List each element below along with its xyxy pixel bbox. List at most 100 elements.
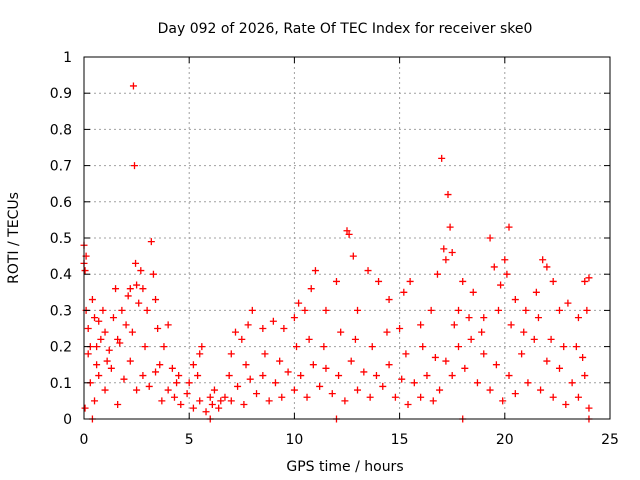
data-point [269,317,277,325]
data-point [149,270,157,278]
data-point [105,346,113,354]
x-tick-label: 25 [601,432,619,448]
data-point [543,263,551,271]
data-point [490,263,498,271]
data-point [385,361,393,369]
data-point [469,288,477,296]
data-point [301,306,309,314]
data-point [524,379,532,387]
data-point [227,397,235,405]
data-point [225,372,233,380]
data-point [391,393,399,401]
data-point [583,306,591,314]
data-point [522,306,530,314]
data-point [368,343,376,351]
x-axis-label: GPS time / hours [286,459,403,475]
data-point [520,328,528,336]
data-point [303,393,311,401]
y-axis-label: ROTI / TECUs [6,192,22,284]
data-point [436,386,444,394]
data-point [116,339,124,347]
data-point [305,335,313,343]
data-point [518,350,526,358]
data-point [539,256,547,264]
data-point [316,382,324,390]
data-point [141,343,149,351]
axis-ticks: 0 5 10 15 20 25 0 0.1 0.2 0.3 0.4 0.5 0.6 0.7 0.8 0.9 1 [50,50,619,448]
data-point [95,372,103,380]
data-point [130,162,138,170]
data-point [112,285,120,293]
data-point [505,223,513,231]
data-point [133,386,141,394]
data-point [265,397,273,405]
data-point [532,288,540,296]
data-point [139,372,147,380]
data-point [328,390,336,398]
data-point [438,154,446,162]
data-point [156,361,164,369]
data-point [549,277,557,285]
data-point [556,306,564,314]
data-point [406,277,414,285]
data-point [129,82,137,90]
data-markers [80,82,593,423]
x-tick-label: 0 [80,432,89,448]
data-point [208,401,216,409]
data-point [556,364,564,372]
x-tick-label: 15 [391,432,409,448]
data-point [585,274,593,282]
data-point [114,401,122,409]
data-point [93,343,101,351]
data-point [440,245,448,253]
data-point [122,321,130,329]
data-point [290,386,298,394]
data-point [478,328,486,336]
data-point [564,299,572,307]
data-point [91,397,99,405]
data-point [446,223,454,231]
data-point [248,306,256,314]
gridlines [84,57,610,419]
data-point [244,321,252,329]
data-point [120,375,128,383]
y-tick-label: 0.1 [50,376,72,392]
data-point [261,350,269,358]
data-point [91,314,99,322]
data-point [160,343,168,351]
data-point [234,382,242,390]
data-point [95,317,103,325]
data-point [335,372,343,380]
data-point [81,404,89,412]
data-point [227,350,235,358]
data-point [215,404,223,412]
data-point [185,379,193,387]
data-point [585,404,593,412]
data-point [170,393,178,401]
data-point [158,397,166,405]
data-point [126,357,134,365]
data-point [221,393,229,401]
data-point [417,321,425,329]
data-point [560,343,568,351]
data-point [354,386,362,394]
data-point [101,328,109,336]
y-tick-label: 0.3 [50,303,72,319]
data-point [309,361,317,369]
y-tick-label: 0 [63,412,72,428]
data-point [364,267,372,275]
data-point [137,267,145,275]
y-tick-label: 0.7 [50,159,72,175]
data-point [183,390,191,398]
data-point [372,372,380,380]
data-point [217,397,225,405]
data-point [164,386,172,394]
data-point [459,277,467,285]
data-point [473,379,481,387]
data-point [194,372,202,380]
data-point [118,306,126,314]
data-point [341,397,349,405]
data-point [568,379,576,387]
data-point [543,357,551,365]
